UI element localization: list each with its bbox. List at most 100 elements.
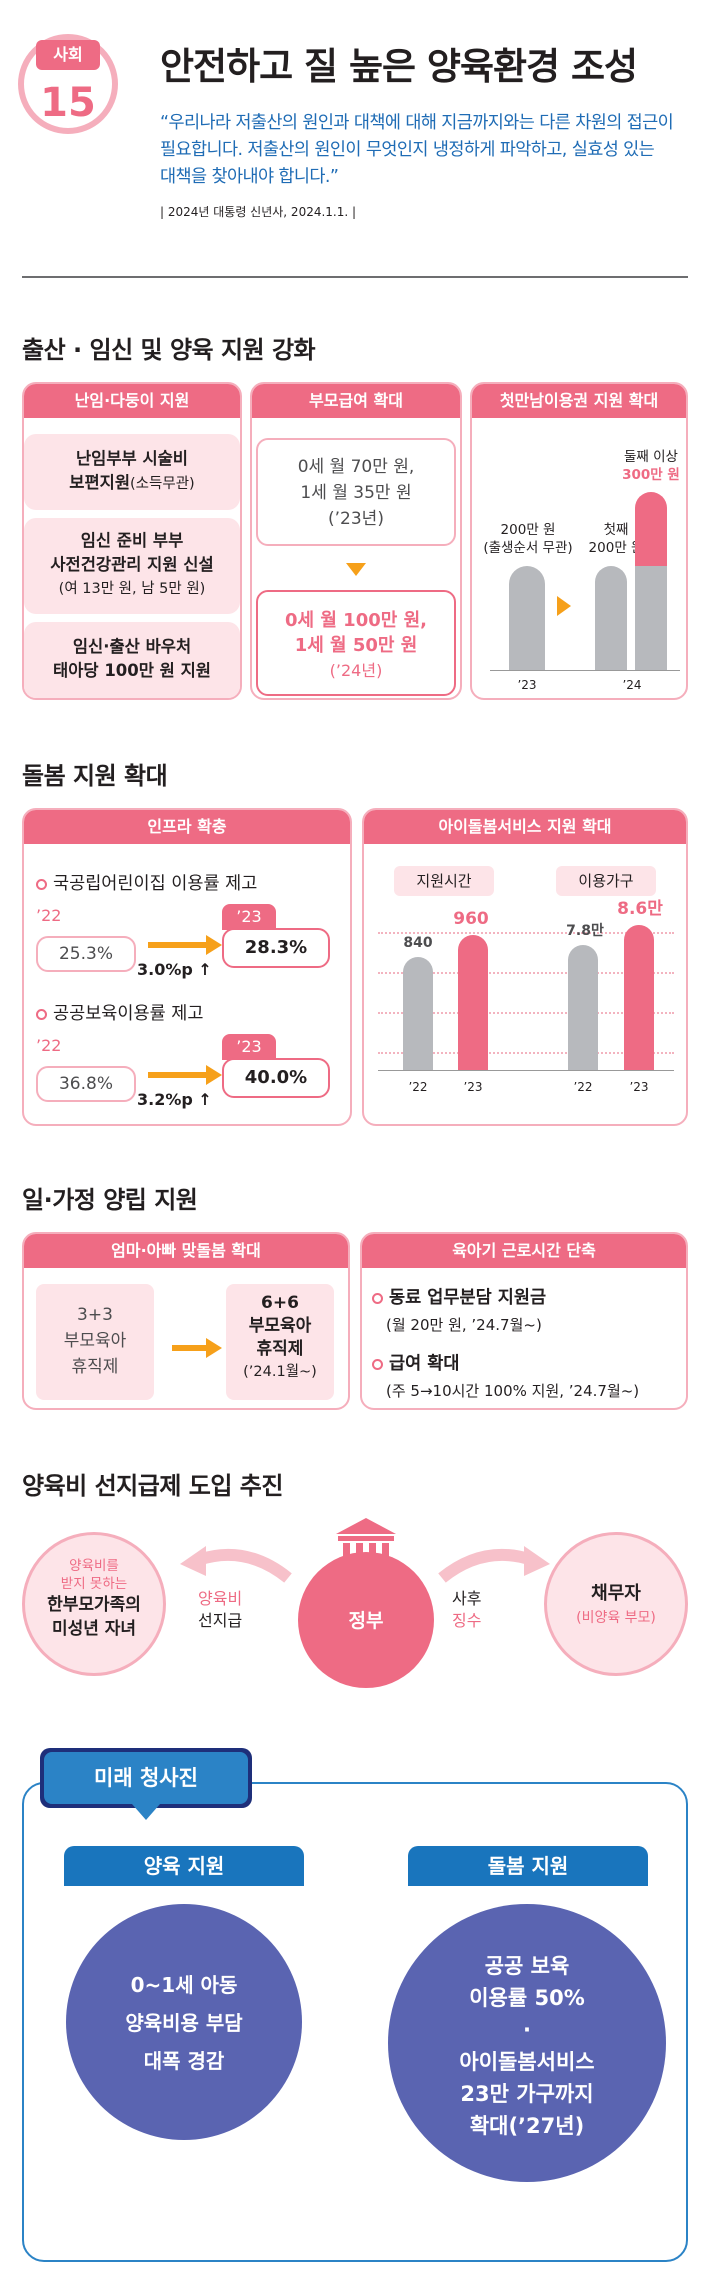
label-line: 200만 원	[500, 522, 556, 538]
arrow-left-curve-icon	[180, 1546, 292, 1583]
circle-line: 받지 못하는	[60, 1576, 128, 1592]
quote-line: “우리나라 저출산의 원인과 대책에 대해 지금까지와는 다른 차원의 접근이	[160, 113, 674, 133]
circle-line: 이용률 50%	[469, 1986, 585, 2010]
tab-parenting-support: 양육 지원	[64, 1846, 304, 1886]
x-label: ’23	[517, 678, 537, 692]
box-line: 0세 월 70만 원,	[297, 457, 415, 477]
care-circle: 공공 보육 이용률 50% · 아이돌봄서비스 23만 가구까지 확대(’27년…	[388, 1904, 666, 2182]
circle-line: 대폭 경감	[143, 2049, 225, 2073]
box-line: 사전건강관리 지원 신설	[50, 555, 214, 574]
quote-line: 대책을 찾아내야 합니다.”	[160, 167, 339, 187]
box-line: 부모육아	[63, 1331, 127, 1351]
box-line: 보편지원(소득무관)	[24, 471, 240, 496]
value-box-highlight: 28.3%	[222, 928, 330, 968]
box-line: 6+6	[261, 1293, 299, 1313]
box-line: 임신 준비 부부	[80, 531, 184, 550]
box-line-bold: 보편지원	[69, 473, 131, 492]
delta-label: 3.0%p ↑	[137, 960, 212, 979]
badge-number: 15	[40, 80, 96, 126]
bullet-icon	[36, 1008, 47, 1020]
benefit-before-box: 0세 월 70만 원, 1세 월 35만 원 (’23년)	[256, 438, 456, 546]
label-line: 둘째 이상	[624, 449, 678, 465]
quote: “우리나라 저출산의 원인과 대책에 대해 지금까지와는 다른 차원의 접근이 …	[160, 110, 690, 191]
tab-parent-leave: 엄마·아빠 맞돌봄 확대	[24, 1234, 348, 1268]
tab-first-meeting: 첫만남이용권 지원 확대	[472, 384, 686, 418]
box-line-small: (소득무관)	[130, 476, 195, 492]
section-title-advance-payment: 양육비 선지급제 도입 추진	[22, 1472, 283, 1500]
value-box-highlight: 40.0%	[222, 1058, 330, 1098]
government-building-icon	[336, 1518, 396, 1571]
up-arrow-icon: ↑	[198, 960, 212, 979]
divider	[22, 276, 688, 278]
box-line: 부모육아	[248, 1316, 312, 1336]
circle-line: 양육비를	[69, 1558, 119, 1574]
bar-label-24-second: 둘째 이상 300만 원	[615, 448, 687, 484]
x-label: ’24	[622, 678, 642, 692]
bar-households-22	[568, 945, 598, 1070]
x-label: ’23	[629, 1080, 649, 1094]
quote-line: 필요합니다. 저출산의 원인이 무엇인지 냉정하게 파악하고, 실효성 있는	[160, 140, 655, 160]
section-title-work-family: 일·가정 양립 지원	[22, 1186, 198, 1214]
box-line-small: (’24.1월~)	[243, 1364, 317, 1380]
bullet-icon	[372, 1292, 383, 1304]
hours-item-1: 동료 업무분담 지원금	[372, 1284, 546, 1309]
collection-label: 사후 징수	[452, 1588, 481, 1632]
circle-line: (비양육 부모)	[576, 1610, 656, 1626]
year-label: ’22	[36, 1036, 62, 1055]
circle-line: 한부모가족의	[47, 1595, 141, 1615]
arrow-shaft	[172, 1345, 208, 1351]
arrow-right-icon	[557, 596, 571, 616]
infra-item-2: 공공보육이용률 제고	[36, 1000, 203, 1025]
circle-line: 미성년 자녀	[51, 1619, 137, 1639]
value-label: 7.8만	[566, 923, 604, 939]
leave-after-box: 6+6 부모육아 휴직제 (’24.1월~)	[226, 1284, 334, 1400]
pre-pregnancy-box: 임신 준비 부부 사전건강관리 지원 신설 (여 13만 원, 남 5만 원)	[24, 518, 240, 614]
label-line: 200만 원	[588, 540, 644, 556]
value-label: 8.6만	[617, 899, 663, 919]
bar-hours-22	[403, 957, 433, 1070]
arrow-down-icon	[346, 563, 366, 576]
x-label: ’22	[573, 1080, 593, 1094]
bar-households-23	[624, 925, 654, 1070]
circle-line: 아이돌봄서비스	[459, 2050, 595, 2074]
box-line: 1세 월 35만 원	[300, 483, 412, 503]
value-label: 960	[453, 909, 489, 929]
year-label: ’22	[36, 906, 62, 925]
circle-line: 양육비용 부담	[125, 2011, 243, 2035]
government-label: 정부	[348, 1610, 384, 1632]
item-label: 국공립어린이집 이용률 제고	[53, 874, 258, 894]
bar-23	[509, 566, 545, 670]
quote-source: | 2024년 대통령 신년사, 2024.1.1. |	[160, 205, 357, 219]
value-box: 36.8%	[36, 1066, 136, 1102]
item-label: 공공보육이용률 제고	[53, 1004, 204, 1024]
tab-parent-benefit: 부모급여 확대	[252, 384, 460, 418]
bar-label-23: 200만 원 (출생순서 무관)	[478, 521, 578, 557]
circle-line: ·	[523, 2018, 531, 2042]
leave-before-box: 3+3 부모육아 휴직제	[36, 1284, 154, 1400]
value-box: 25.3%	[36, 936, 136, 972]
label-line: 사후	[452, 1589, 482, 1608]
box-line: 3+3	[77, 1305, 113, 1325]
tab-care-support: 돌봄 지원	[408, 1846, 648, 1886]
debtor-circle: 채무자 (비양육 부모)	[544, 1532, 688, 1676]
page-title: 안전하고 질 높은 양육환경 조성	[160, 45, 638, 88]
child-circle: 양육비를 받지 못하는 한부모가족의 미성년 자녀	[22, 1532, 166, 1676]
delta-value: 3.0%p	[137, 960, 193, 979]
circle-line: 23만 가구까지	[460, 2082, 594, 2106]
bar-24-first	[595, 566, 627, 670]
bullet-icon	[372, 1358, 383, 1370]
circle-line: 채무자	[591, 1583, 641, 1604]
box-line: 0세 월 100만 원,	[285, 610, 427, 631]
badge-category: 사회	[36, 40, 100, 70]
voucher-box: 임신·출산 바우처 태아당 100만 원 지원	[24, 622, 240, 698]
arrow-right-icon	[206, 935, 222, 955]
circle-line: 공공 보육	[484, 1954, 570, 1978]
section-title-care: 돌봄 지원 확대	[22, 762, 168, 790]
advance-label: 양육비 선지급	[198, 1588, 242, 1632]
label-line: 선지급	[198, 1611, 243, 1630]
box-line: 1세 월 50만 원	[294, 635, 418, 656]
label-line: 징수	[452, 1611, 482, 1630]
chart-label-households: 이용가구	[556, 866, 656, 896]
arrow-right-curve-icon	[438, 1546, 550, 1583]
future-badge: 미래 청사진	[94, 1766, 198, 1790]
